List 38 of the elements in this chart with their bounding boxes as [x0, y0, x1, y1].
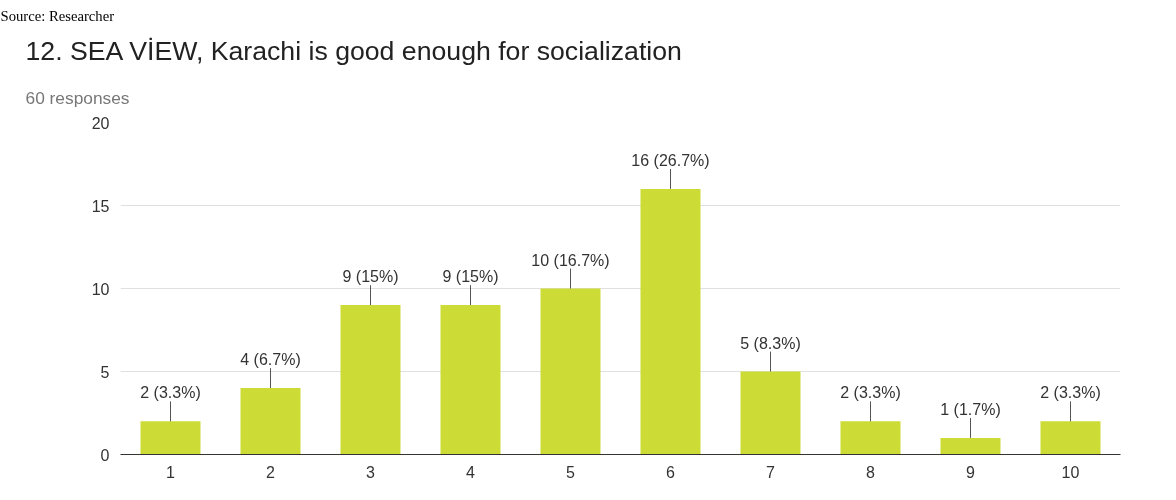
x-tick-label: 9 [966, 463, 976, 481]
bar [140, 421, 201, 455]
y-tick-label: 20 [91, 114, 110, 132]
x-tick-label: 2 [266, 463, 276, 481]
y-tick-label: 0 [100, 446, 110, 464]
data-label: 5 (8.3%) [740, 334, 801, 352]
y-tick-label: 15 [91, 197, 110, 215]
x-tick-label: 5 [566, 463, 576, 481]
source-note: Source: Researcher [0, 7, 115, 24]
bar [340, 305, 401, 455]
bar [840, 421, 901, 455]
data-label: 2 (3.3%) [1040, 384, 1101, 402]
bar [240, 388, 301, 455]
data-label: 9 (15%) [442, 268, 499, 286]
data-label: 10 (16.7%) [531, 251, 610, 269]
y-tick-label: 10 [91, 280, 110, 298]
data-label: 16 (26.7%) [631, 151, 710, 169]
x-tick-label: 1 [166, 463, 176, 481]
x-tick-label: 8 [866, 463, 876, 481]
data-label: 2 (3.3%) [840, 384, 901, 402]
data-label: 4 (6.7%) [240, 351, 301, 369]
x-tick-label: 6 [666, 463, 676, 481]
x-tick-label: 3 [366, 463, 376, 481]
bar [640, 188, 701, 455]
bar [440, 305, 501, 455]
bar [540, 288, 601, 455]
bar [740, 371, 801, 455]
bar [940, 437, 1001, 455]
x-tick-label: 4 [466, 463, 476, 481]
y-tick-label: 5 [100, 363, 110, 381]
bar [1040, 421, 1101, 455]
data-label: 2 (3.3%) [140, 384, 201, 402]
chart-subtitle: 60 responses [25, 87, 130, 108]
x-tick-label: 7 [766, 463, 776, 481]
chart-title: 12. SEA VİEW, Karachi is good enough for socialization [25, 35, 682, 66]
data-label: 1 (1.7%) [940, 400, 1001, 418]
data-label: 9 (15%) [342, 268, 399, 286]
x-tick-label: 10 [1061, 463, 1080, 481]
